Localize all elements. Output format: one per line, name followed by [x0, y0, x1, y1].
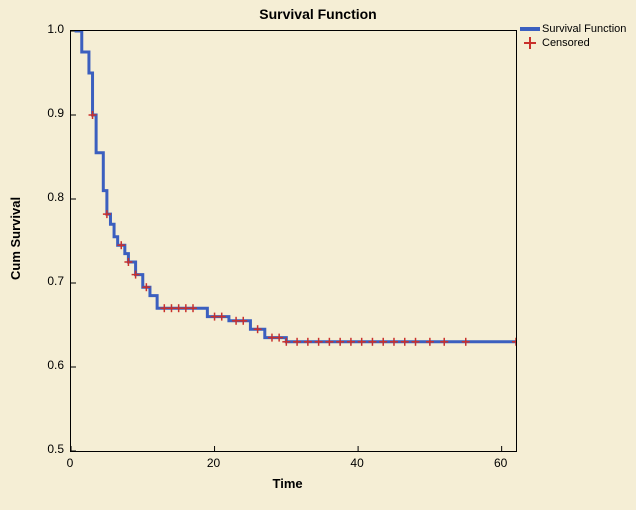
plot-area	[70, 30, 517, 452]
censored-marker	[440, 338, 448, 346]
x-axis-label: Time	[273, 476, 303, 491]
censored-marker	[275, 334, 283, 342]
x-tick-label: 0	[60, 456, 80, 470]
censored-marker	[412, 338, 420, 346]
censored-marker	[336, 338, 344, 346]
y-tick-label: 0.8	[47, 190, 64, 204]
censored-marker	[293, 338, 301, 346]
censored-marker	[390, 338, 398, 346]
censored-marker	[315, 338, 323, 346]
chart-title: Survival Function	[0, 6, 636, 22]
x-tick-label: 60	[491, 456, 511, 470]
censored-marker	[182, 304, 190, 312]
x-tick-label: 20	[204, 456, 224, 470]
y-tick-label: 1.0	[47, 22, 64, 36]
censored-marker	[175, 304, 183, 312]
censored-marker	[211, 313, 219, 321]
censored-marker	[379, 338, 387, 346]
legend-item: Censored	[520, 36, 626, 50]
censored-marker	[132, 271, 140, 279]
survival-line	[75, 31, 516, 342]
legend-cross-swatch	[520, 36, 540, 50]
y-tick-label: 0.9	[47, 106, 64, 120]
legend: Survival Function Censored	[520, 22, 626, 50]
censored-marker	[232, 317, 240, 325]
legend-label: Censored	[542, 37, 590, 49]
plot-svg	[71, 31, 516, 451]
censored-marker	[325, 338, 333, 346]
y-axis-label: Cum Survival	[8, 197, 23, 280]
legend-line-swatch	[520, 27, 540, 31]
censored-marker	[347, 338, 355, 346]
y-tick-label: 0.5	[47, 442, 64, 456]
censored-marker	[304, 338, 312, 346]
censored-marker	[254, 325, 262, 333]
censored-marker	[426, 338, 434, 346]
y-tick-label: 0.7	[47, 274, 64, 288]
censored-marker	[462, 338, 470, 346]
censored-marker	[167, 304, 175, 312]
censored-marker	[358, 338, 366, 346]
censored-marker	[218, 313, 226, 321]
censored-marker	[401, 338, 409, 346]
legend-label: Survival Function	[542, 23, 626, 35]
censored-marker	[268, 334, 276, 342]
survival-chart: Survival Function 0 20 40 60 0.5 0.6 0.7 0.8 0.…	[0, 0, 636, 510]
censored-marker	[239, 317, 247, 325]
y-tick-label: 0.6	[47, 358, 64, 372]
x-tick-label: 40	[347, 456, 367, 470]
censored-marker	[160, 304, 168, 312]
censored-marker	[189, 304, 197, 312]
censored-marker	[512, 338, 516, 346]
censored-marker	[368, 338, 376, 346]
censored-marker	[124, 258, 132, 266]
legend-item: Survival Function	[520, 22, 626, 36]
